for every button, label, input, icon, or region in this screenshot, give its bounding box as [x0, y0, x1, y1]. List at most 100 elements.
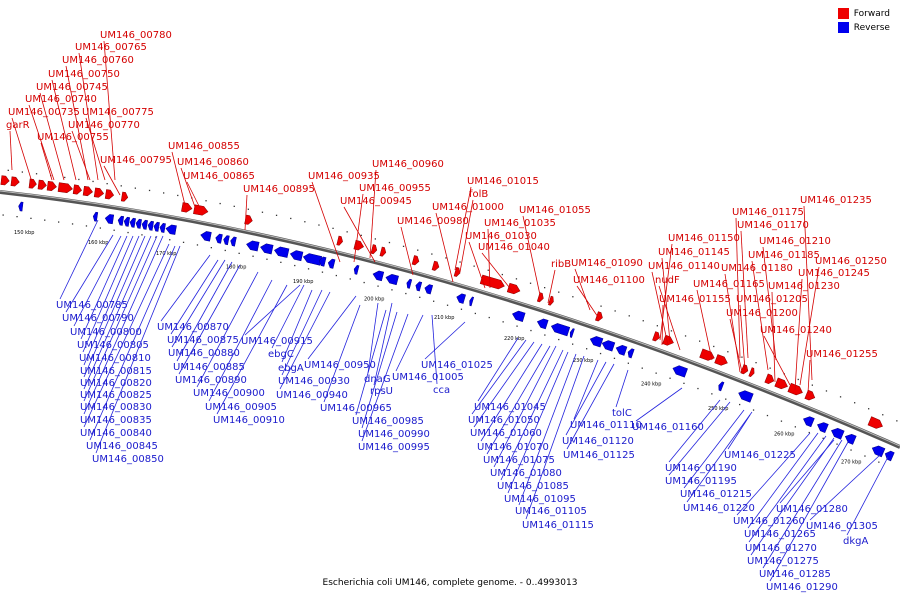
leader-line — [574, 268, 591, 311]
gene-label: UM146_00820 — [80, 378, 152, 389]
leader-line — [83, 235, 158, 402]
leader-line — [171, 151, 186, 206]
gene-label: UM146_01040 — [478, 242, 550, 253]
reverse-gene — [230, 236, 237, 247]
guide-dot — [766, 414, 769, 417]
guide-dot — [290, 217, 292, 220]
guide-dot — [501, 273, 503, 276]
leader-line — [323, 304, 361, 403]
reverse-gene — [601, 340, 616, 352]
gene-label: UM146_00845 — [86, 441, 158, 452]
leader-line — [493, 345, 557, 468]
leader-line — [635, 387, 683, 422]
leader-line — [180, 167, 196, 208]
guide-dot — [99, 227, 101, 229]
guide-dot — [196, 244, 199, 246]
reverse-gene — [803, 416, 815, 428]
guide-dot — [614, 310, 616, 312]
forward-gene — [787, 382, 803, 396]
guide-dot — [878, 461, 880, 463]
leader-line — [522, 215, 541, 296]
gene-label: UM146_00885 — [173, 362, 245, 373]
leader-line — [763, 335, 791, 386]
reverse-gene — [260, 243, 274, 255]
guide-dot — [233, 205, 235, 207]
guide-dot — [224, 249, 226, 252]
guide-dot — [275, 214, 278, 216]
gene-label: UM146_00810 — [79, 353, 151, 364]
leader-line — [28, 104, 55, 181]
guide-dot — [599, 352, 602, 355]
leader-line — [518, 353, 577, 506]
guide-dot — [516, 325, 518, 327]
guide-dot — [656, 325, 658, 327]
tick-label: 230 kbp — [573, 358, 593, 364]
gene-label: tolC — [612, 408, 632, 419]
leader-line — [771, 291, 776, 383]
leader-line — [103, 40, 116, 181]
tick-label: 260 kbp — [774, 432, 794, 438]
guide-dot — [433, 300, 435, 302]
tick-label: 180 kbp — [226, 265, 246, 271]
leader-line — [846, 456, 889, 536]
leader-line — [71, 130, 91, 181]
guide-dot — [304, 221, 306, 223]
guide-dot — [544, 287, 546, 289]
forward-gene — [193, 204, 209, 216]
guide-dot — [544, 334, 546, 336]
guide-dot — [349, 278, 351, 280]
gene-label: UM146_00830 — [80, 402, 152, 413]
leader-line — [751, 260, 769, 371]
gene-label: UM146_00735 — [8, 107, 80, 118]
gene-label: UM146_00795 — [100, 155, 172, 166]
forward-gene — [479, 274, 505, 290]
gene-label: UM146_01220 — [683, 503, 755, 514]
guide-dot — [655, 372, 657, 374]
gene-label: UM146_01210 — [759, 236, 831, 247]
guide-dot — [896, 420, 898, 422]
gene-label: UM146_01305 — [806, 521, 878, 532]
gene-label: UM146_01250 — [815, 256, 887, 267]
tick-label: 160 kbp — [88, 240, 108, 246]
guide-dot — [377, 285, 379, 287]
forward-gene — [181, 202, 193, 213]
tick-label: 150 kbp — [14, 230, 34, 236]
reverse-gene — [738, 390, 754, 403]
guide-dot — [92, 180, 94, 183]
guide-dot — [402, 245, 405, 247]
forward-gene — [740, 364, 749, 375]
guide-dot — [78, 178, 80, 181]
guide-dot — [219, 202, 221, 205]
reverse-gene — [385, 274, 399, 286]
guide-dot — [169, 239, 171, 241]
guide-dot — [850, 449, 852, 451]
leader-line — [487, 228, 491, 289]
guide-dot — [58, 221, 60, 223]
gene-label: UM146_01180 — [721, 263, 793, 274]
forward-gene — [714, 354, 728, 366]
reverse-gene — [550, 323, 571, 337]
reverse-gene — [274, 246, 290, 258]
gene-label: UM146_00945 — [340, 196, 412, 207]
gene-label: UM146_01165 — [693, 279, 765, 290]
reverse-gene — [123, 216, 131, 227]
guide-dot — [797, 378, 799, 381]
reverse-gene — [18, 201, 24, 212]
gene-label: UM146_01120 — [562, 436, 634, 447]
guide-dot — [16, 216, 18, 218]
forward-gene — [82, 185, 93, 197]
leader-line — [651, 271, 669, 346]
gene-label: UM146_00840 — [80, 428, 152, 439]
leader-line — [82, 235, 134, 353]
guide-dot — [836, 443, 838, 445]
gene-label: UM146_00780 — [100, 30, 172, 41]
guide-dot — [335, 274, 337, 277]
forward-gene — [699, 348, 715, 361]
gene-label: UM146_00935 — [308, 171, 380, 182]
leader-line — [369, 169, 377, 259]
reverse-gene — [415, 281, 423, 292]
leader-line — [103, 165, 121, 196]
gene-label: UM146_01285 — [759, 569, 831, 580]
reverse-gene — [215, 233, 223, 244]
reverse-gene — [871, 445, 886, 458]
